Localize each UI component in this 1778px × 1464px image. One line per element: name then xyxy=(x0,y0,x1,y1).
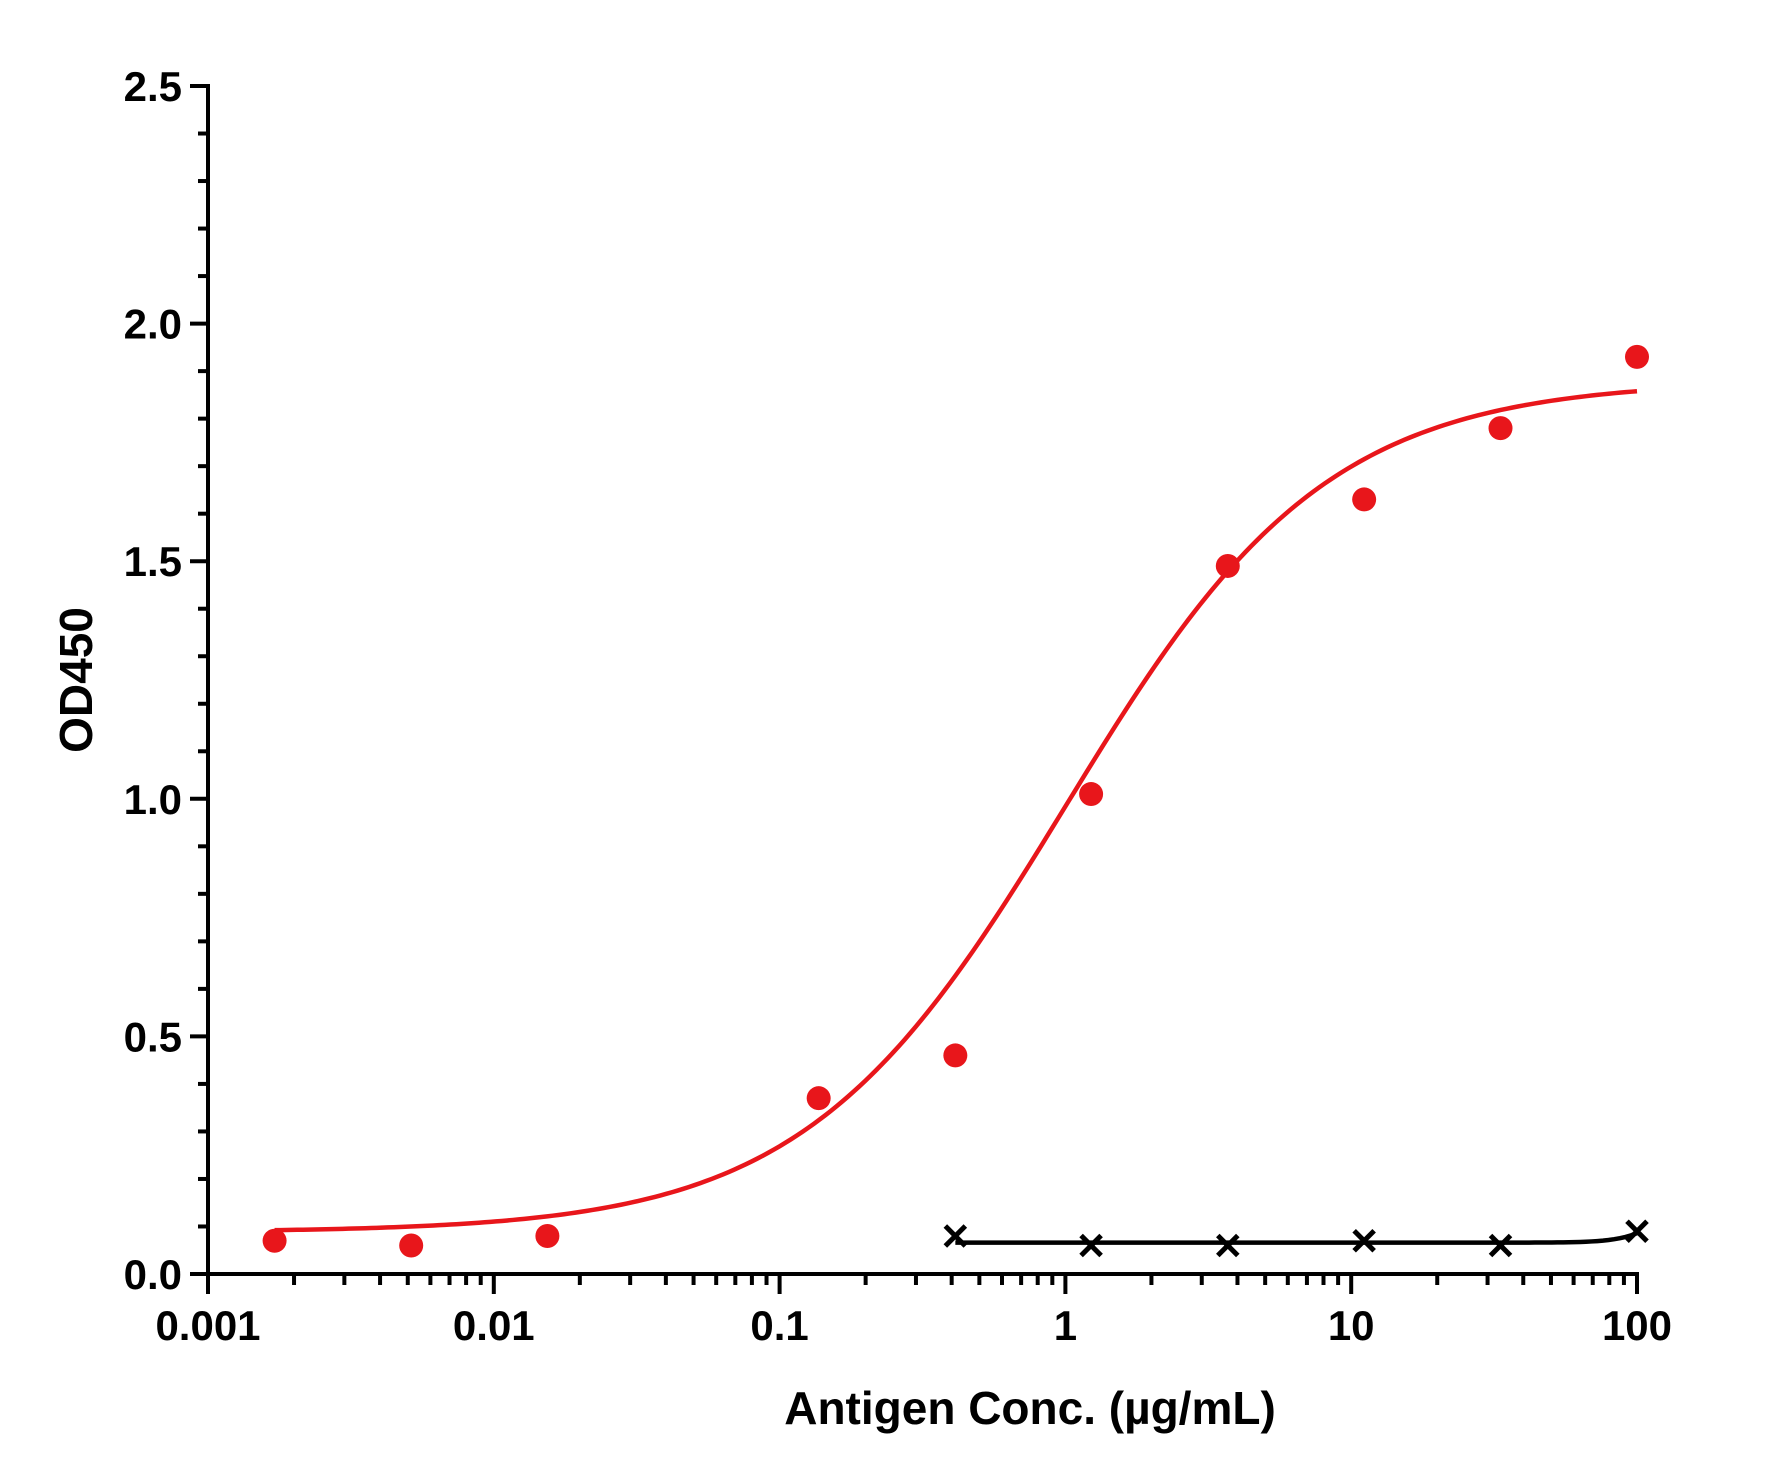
data-point-circle xyxy=(943,1043,968,1068)
data-point-circle xyxy=(1079,782,1104,807)
data-point-circle xyxy=(1352,487,1377,512)
data-point-circle xyxy=(262,1228,287,1253)
data-point-x-marker xyxy=(1079,1233,1103,1258)
y-tick-label: 1.5 xyxy=(124,538,182,585)
fit-curves xyxy=(274,388,1638,1245)
x-tick-label: 100 xyxy=(1602,1302,1672,1349)
y-tick-label: 0.5 xyxy=(124,1013,182,1060)
data-point-x-marker xyxy=(943,1224,968,1248)
x-axis-title: Antigen Conc. (µg/mL) xyxy=(784,1382,1276,1434)
axes: 0.0 0.5 1.0 1.5 2.0 2.5 0.001 0.01 0.1 1 10 100 xyxy=(124,63,1672,1349)
x-tick-label: 0.01 xyxy=(453,1302,535,1349)
x-tick-label: 10 xyxy=(1328,1302,1375,1349)
x-tick-label: 0.1 xyxy=(750,1302,808,1349)
data-point-x-marker xyxy=(1216,1233,1240,1258)
fit-curve-series-1 xyxy=(274,388,1638,1233)
x-tick-label: 1 xyxy=(1054,1302,1077,1349)
data-point-x-marker xyxy=(1352,1228,1376,1253)
data-points xyxy=(262,344,1649,1258)
y-tick-label: 2.0 xyxy=(124,301,182,348)
data-point-circle xyxy=(1215,553,1240,578)
data-point-circle xyxy=(399,1233,424,1258)
data-point-x-marker xyxy=(1488,1233,1513,1258)
y-axis-title: OD450 xyxy=(50,607,102,753)
data-point-circle xyxy=(1625,344,1649,369)
data-point-circle xyxy=(535,1223,560,1248)
x-tick-label: 0.001 xyxy=(155,1302,260,1349)
fit-curve-series-2 xyxy=(955,1231,1638,1245)
data-point-circle xyxy=(806,1086,831,1111)
y-tick-label: 0.0 xyxy=(124,1251,182,1298)
data-point-circle xyxy=(1488,416,1513,441)
y-tick-label: 2.5 xyxy=(124,63,182,110)
y-tick-label: 1.0 xyxy=(124,776,182,823)
data-point-x-marker xyxy=(1625,1219,1649,1243)
